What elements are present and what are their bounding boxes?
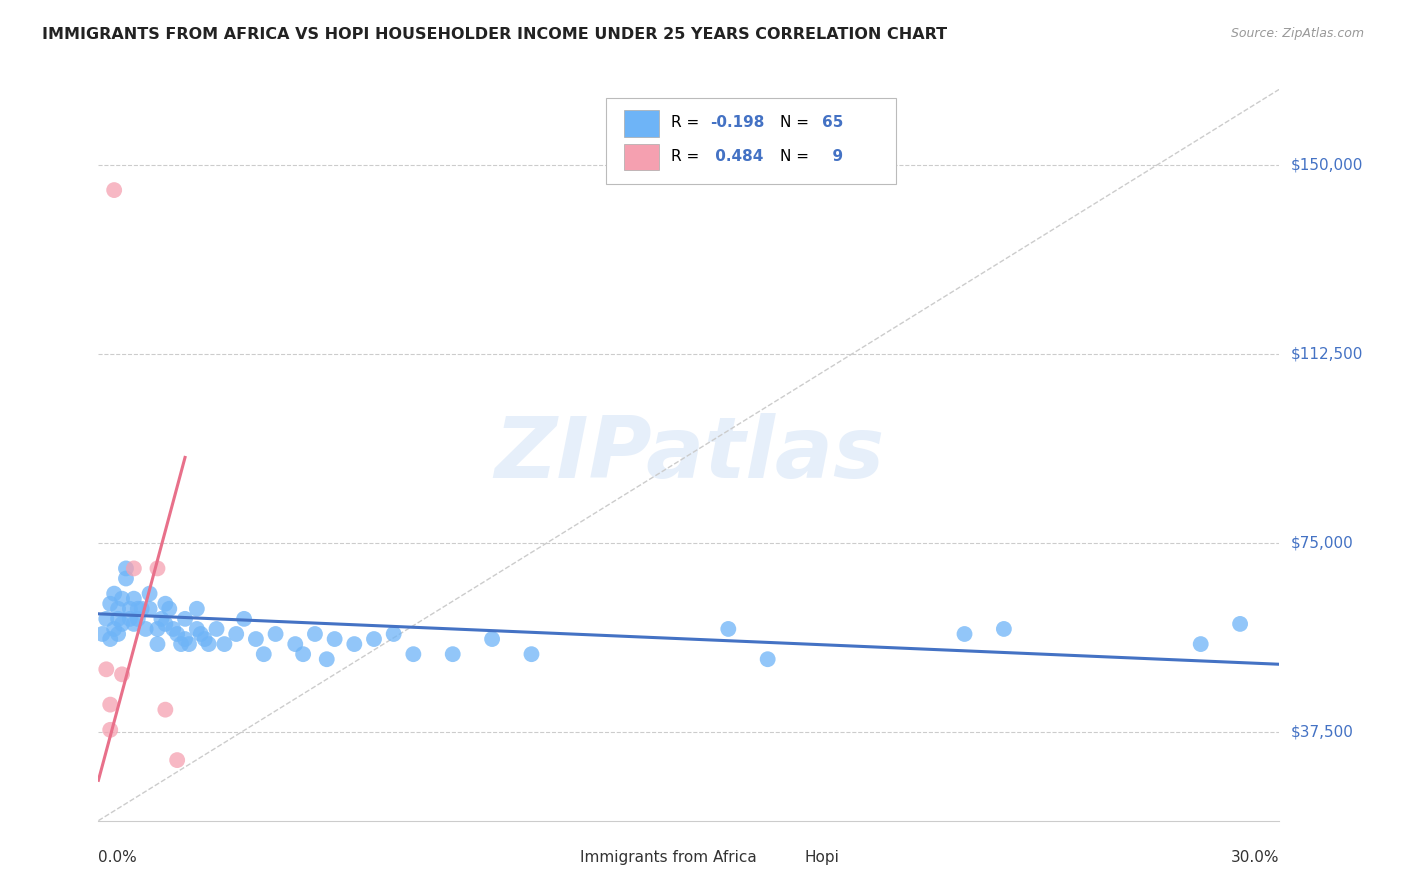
Text: ZIPatlas: ZIPatlas [494,413,884,497]
Point [166,627,188,641]
Point [98,698,121,712]
Point [127,612,149,626]
Bar [766,847,799,868]
Point [155,703,177,717]
Text: 30.0%: 30.0% [1232,850,1279,865]
Point [343,637,366,651]
Point [174,612,197,626]
Point [98,632,121,646]
Point [993,622,1015,636]
Text: $75,000: $75,000 [1291,536,1354,550]
Point [264,627,287,641]
Text: 65: 65 [823,115,844,130]
Point [127,601,149,615]
Point [717,622,740,636]
Text: $112,500: $112,500 [1291,346,1362,361]
Text: R =: R = [671,149,704,164]
Point [115,572,138,586]
Point [103,622,125,636]
Point [146,637,169,651]
Point [115,561,138,575]
Point [233,612,256,626]
Point [186,601,208,615]
Point [205,622,228,636]
Point [304,627,326,641]
Point [122,591,145,606]
Point [107,627,129,641]
Point [91,627,114,641]
Point [520,647,543,661]
Point [284,637,307,651]
Point [174,632,197,646]
Point [953,627,976,641]
Point [155,597,177,611]
Point [197,637,219,651]
Point [245,632,267,646]
Point [131,601,153,615]
Point [146,561,169,575]
Point [1189,637,1212,651]
Point [162,622,184,636]
Point [122,561,145,575]
Text: $150,000: $150,000 [1291,157,1362,172]
Point [96,662,118,676]
Text: 0.484: 0.484 [710,149,763,164]
Bar [624,111,659,136]
Point [315,652,337,666]
Point [107,601,129,615]
Text: -0.198: -0.198 [710,115,765,130]
Point [118,612,141,626]
Bar [541,847,575,868]
Text: $37,500: $37,500 [1291,725,1354,739]
Point [190,627,212,641]
Text: N =: N = [780,115,814,130]
Point [150,612,173,626]
Point [402,647,425,661]
Point [292,647,315,661]
Point [135,622,157,636]
Point [756,652,779,666]
Point [122,616,145,631]
Point [96,612,118,626]
Point [363,632,385,646]
Point [214,637,236,651]
Text: 0.0%: 0.0% [98,850,138,865]
Text: IMMIGRANTS FROM AFRICA VS HOPI HOUSEHOLDER INCOME UNDER 25 YEARS CORRELATION CHA: IMMIGRANTS FROM AFRICA VS HOPI HOUSEHOLD… [42,27,948,42]
Point [98,723,121,737]
Point [146,622,169,636]
Point [118,601,141,615]
Point [111,667,134,681]
Point [253,647,276,661]
Point [107,612,129,626]
Text: 9: 9 [823,149,844,164]
Point [166,753,188,767]
Point [194,632,217,646]
Point [98,597,121,611]
Text: Hopi: Hopi [804,850,839,864]
Point [103,183,125,197]
Text: R =: R = [671,115,704,130]
Point [111,591,134,606]
Point [1229,616,1251,631]
Point [177,637,200,651]
Point [382,627,405,641]
Text: Source: ZipAtlas.com: Source: ZipAtlas.com [1230,27,1364,40]
Point [170,637,193,651]
Text: Immigrants from Africa: Immigrants from Africa [581,850,756,864]
Point [441,647,464,661]
Point [138,601,160,615]
Point [323,632,346,646]
Point [157,601,180,615]
Bar [624,144,659,170]
Text: N =: N = [780,149,814,164]
Point [103,587,125,601]
Point [225,627,247,641]
FancyBboxPatch shape [606,98,896,185]
Point [138,587,160,601]
Point [155,616,177,631]
Point [481,632,503,646]
Point [111,616,134,631]
Point [186,622,208,636]
